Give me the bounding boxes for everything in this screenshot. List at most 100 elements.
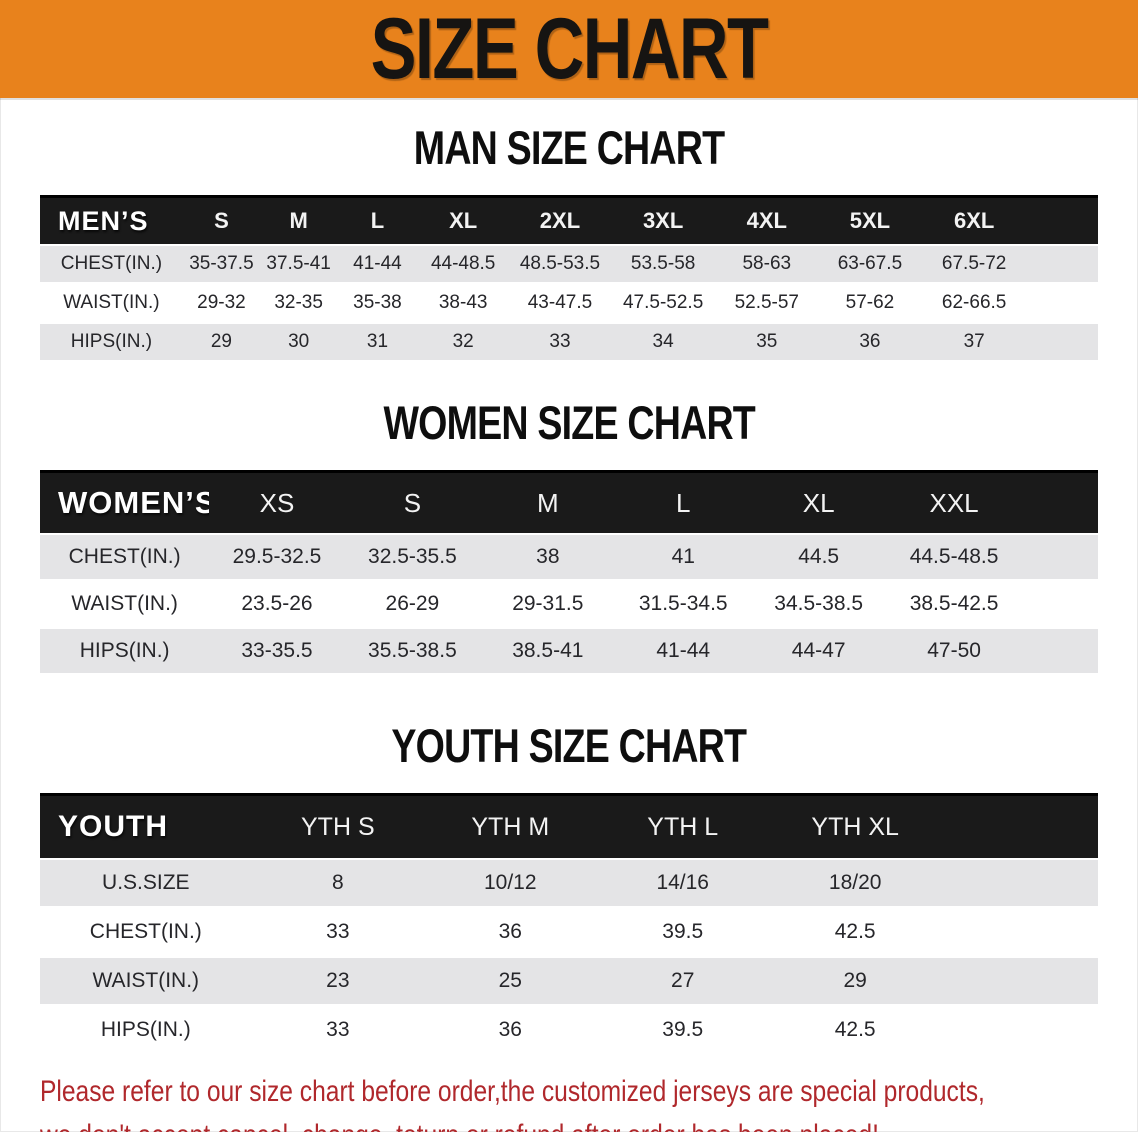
men-header-row: MEN’S S M L XL 2XL 3XL 4XL 5XL 6XL — [40, 195, 1098, 246]
youth-value-cell: 10/12 — [424, 859, 597, 909]
men-value-cell: 32-35 — [260, 283, 338, 324]
youth-value-cell: 39.5 — [596, 907, 769, 958]
women-value-cell: 41 — [615, 534, 751, 582]
women-value-cell: 29.5-32.5 — [209, 534, 345, 582]
men-value-cell: 29-32 — [182, 283, 261, 324]
women-size-column-header: M — [480, 470, 616, 535]
women-measurement-row: CHEST(IN.) 29.5-32.5 32.5-35.5 38 41 44.5 44.5… — [40, 534, 1098, 582]
women-section-heading-wrap: WOMEN SIZE CHART — [0, 399, 1138, 446]
men-size-column-header: L — [337, 195, 418, 246]
youth-value-cell: 27 — [596, 956, 769, 1007]
men-value-cell: 43-47.5 — [508, 283, 612, 324]
youth-section-heading-wrap: YOUTH SIZE CHART — [0, 722, 1138, 769]
men-size-table: MEN’S S M L XL 2XL 3XL 4XL 5XL 6XL CHEST(IN.) 35-3… — [40, 195, 1098, 363]
youth-value-cell: 36 — [424, 907, 597, 958]
youth-measurement-row: HIPS(IN.) 33 36 39.5 42.5 — [40, 1005, 1098, 1056]
men-value-cell: 63-67.5 — [818, 245, 922, 285]
youth-value-cell: 33 — [251, 1005, 425, 1056]
women-value-cell: 41-44 — [615, 627, 751, 676]
men-row-filler — [1027, 245, 1098, 285]
women-measurement-row: HIPS(IN.) 33-35.5 35.5-38.5 38.5-41 41-44 44-… — [40, 627, 1098, 676]
youth-value-cell: 36 — [424, 1005, 597, 1056]
women-value-cell: 31.5-34.5 — [615, 580, 751, 629]
youth-measurement-row: WAIST(IN.) 23 25 27 29 — [40, 956, 1098, 1007]
men-row-label: HIPS(IN.) — [40, 322, 183, 363]
youth-row-label: HIPS(IN.) — [40, 1005, 252, 1056]
women-size-column-header: L — [615, 470, 751, 535]
disclaimer: Please refer to our size chart before or… — [40, 1070, 1138, 1132]
women-value-cell: 44.5 — [750, 534, 887, 582]
youth-size-column-header: YTH XL — [768, 793, 942, 860]
women-value-cell: 47-50 — [886, 627, 1022, 676]
women-measurement-row: WAIST(IN.) 23.5-26 26-29 29-31.5 31.5-34.5 34… — [40, 580, 1098, 629]
women-row-label: CHEST(IN.) — [40, 534, 210, 582]
women-value-cell: 38.5-41 — [480, 627, 616, 676]
men-header-filler — [1027, 195, 1098, 246]
women-size-column-header: S — [344, 470, 481, 535]
disclaimer-line-2: we don't accept cancel, change, teturn o… — [40, 1114, 940, 1132]
men-table-wrap: MEN’S S M L XL 2XL 3XL 4XL 5XL 6XL CHEST(IN.) 35-3… — [0, 195, 1138, 363]
men-value-cell: 58-63 — [714, 245, 819, 285]
youth-header-row: YOUTH YTH S YTH M YTH L YTH XL — [40, 793, 1098, 860]
youth-value-cell: 42.5 — [768, 1005, 942, 1056]
women-size-column-header: XXL — [886, 470, 1022, 535]
youth-header-filler — [941, 793, 1098, 860]
women-value-cell: 34.5-38.5 — [750, 580, 887, 629]
youth-section-heading: YOUTH SIZE CHART — [391, 719, 748, 772]
women-value-cell: 38 — [480, 534, 616, 582]
women-row-filler — [1021, 580, 1098, 629]
women-size-column-header: XL — [750, 470, 887, 535]
men-size-column-header: 4XL — [714, 195, 819, 246]
men-value-cell: 41-44 — [337, 245, 418, 285]
women-value-cell: 38.5-42.5 — [886, 580, 1022, 629]
men-size-column-header: M — [260, 195, 338, 246]
women-value-cell: 35.5-38.5 — [344, 627, 481, 676]
men-value-cell: 37 — [921, 322, 1028, 363]
youth-value-cell: 25 — [424, 956, 597, 1007]
men-value-cell: 38-43 — [417, 283, 509, 324]
youth-table-wrap: YOUTH YTH S YTH M YTH L YTH XL U.S.SIZE 8 10/1… — [0, 793, 1138, 1056]
women-row-filler — [1021, 534, 1098, 582]
women-row-filler — [1021, 627, 1098, 676]
men-size-column-header: XL — [417, 195, 509, 246]
men-value-cell: 37.5-41 — [260, 245, 338, 285]
women-row-label: WAIST(IN.) — [40, 580, 210, 629]
men-size-column-header: 5XL — [818, 195, 922, 246]
men-size-column-header: 6XL — [921, 195, 1028, 246]
men-value-cell: 36 — [818, 322, 922, 363]
men-value-cell: 34 — [611, 322, 715, 363]
men-row-label: WAIST(IN.) — [40, 283, 183, 324]
youth-value-cell: 18/20 — [768, 859, 942, 909]
banner: SIZE CHART — [0, 0, 1138, 98]
men-measurement-row: HIPS(IN.) 29 30 31 32 33 34 35 36 37 — [40, 322, 1098, 363]
youth-row-filler — [941, 907, 1098, 958]
men-measurement-row: CHEST(IN.) 35-37.5 37.5-41 41-44 44-48.5 48.5… — [40, 245, 1098, 285]
women-value-cell: 29-31.5 — [480, 580, 616, 629]
men-value-cell: 52.5-57 — [714, 283, 819, 324]
youth-value-cell: 14/16 — [596, 859, 769, 909]
youth-size-table: YOUTH YTH S YTH M YTH L YTH XL U.S.SIZE 8 10/1… — [40, 793, 1098, 1056]
men-value-cell: 67.5-72 — [921, 245, 1028, 285]
youth-value-cell: 23 — [251, 956, 425, 1007]
men-value-cell: 47.5-52.5 — [611, 283, 715, 324]
women-value-cell: 23.5-26 — [209, 580, 345, 629]
men-size-column-header: S — [182, 195, 261, 246]
youth-value-cell: 8 — [251, 859, 425, 909]
youth-table-corner-label: YOUTH — [40, 793, 252, 860]
women-size-table: WOMEN’S XS S M L XL XXL CHEST(IN.) 29.5-32.5 32.… — [40, 470, 1098, 676]
women-value-cell: 33-35.5 — [209, 627, 345, 676]
men-value-cell: 29 — [182, 322, 261, 363]
men-table-corner-label: MEN’S — [40, 195, 183, 246]
youth-value-cell: 33 — [251, 907, 425, 958]
youth-measurement-row: U.S.SIZE 8 10/12 14/16 18/20 — [40, 859, 1098, 909]
youth-size-column-header: YTH L — [596, 793, 769, 860]
men-section-heading: MAN SIZE CHART — [413, 121, 725, 174]
youth-row-filler — [941, 956, 1098, 1007]
men-row-filler — [1027, 283, 1098, 324]
women-value-cell: 26-29 — [344, 580, 481, 629]
youth-row-label: CHEST(IN.) — [40, 907, 252, 958]
women-row-label: HIPS(IN.) — [40, 627, 210, 676]
men-size-column-header: 3XL — [611, 195, 715, 246]
men-measurement-row: WAIST(IN.) 29-32 32-35 35-38 38-43 43-47.5 47.… — [40, 283, 1098, 324]
